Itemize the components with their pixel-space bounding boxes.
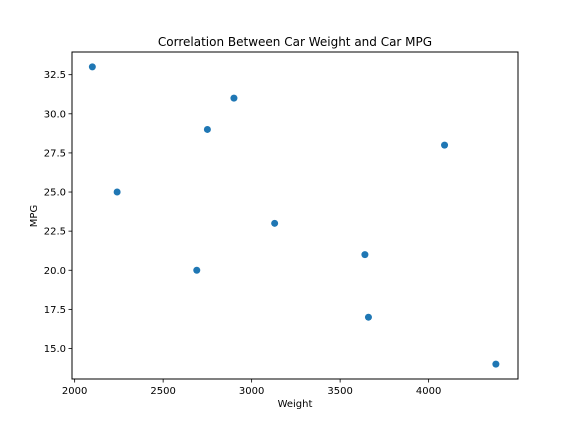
scatter-point	[271, 219, 279, 227]
scatter-point	[230, 94, 238, 102]
y-tick-label: 22.5	[44, 227, 66, 238]
axes-frame	[71, 51, 519, 380]
x-tick-label: 2500	[150, 386, 175, 397]
scatter-point	[203, 125, 211, 133]
y-tick-label: 27.5	[44, 148, 66, 159]
chart-title: Correlation Between Car Weight and Car M…	[158, 35, 432, 49]
scatter-point	[441, 141, 449, 149]
x-tick-label: 3000	[239, 386, 264, 397]
x-tick-label: 4000	[416, 386, 441, 397]
x-axis: 2000 2500 3000 3500 4000	[62, 379, 441, 397]
x-tick-label: 3500	[327, 386, 352, 397]
y-tick-label: 30.0	[44, 109, 66, 120]
scatter-point	[113, 188, 121, 196]
scatter-point	[364, 313, 372, 321]
scatter-point	[88, 63, 96, 71]
x-axis-label: Weight	[278, 399, 313, 410]
scatter-point	[193, 266, 201, 274]
scatter-point	[361, 251, 369, 259]
plot-area: 2000 2500 3000 3500 4000 15.0 17.5 20.0 22.5 25.…	[44, 51, 519, 397]
x-tick-label: 2000	[62, 386, 87, 397]
y-tick-label: 17.5	[44, 305, 66, 316]
y-axis: 15.0 17.5 20.0 22.5 25.0 27.5 30.0 32.5	[44, 70, 72, 355]
y-tick-label: 32.5	[44, 70, 66, 81]
y-tick-label: 25.0	[44, 188, 66, 199]
y-tick-label: 20.0	[44, 266, 66, 277]
y-axis-label: MPG	[29, 205, 40, 227]
data-points	[88, 63, 500, 368]
y-tick-label: 15.0	[44, 344, 66, 355]
scatter-point	[492, 360, 500, 368]
